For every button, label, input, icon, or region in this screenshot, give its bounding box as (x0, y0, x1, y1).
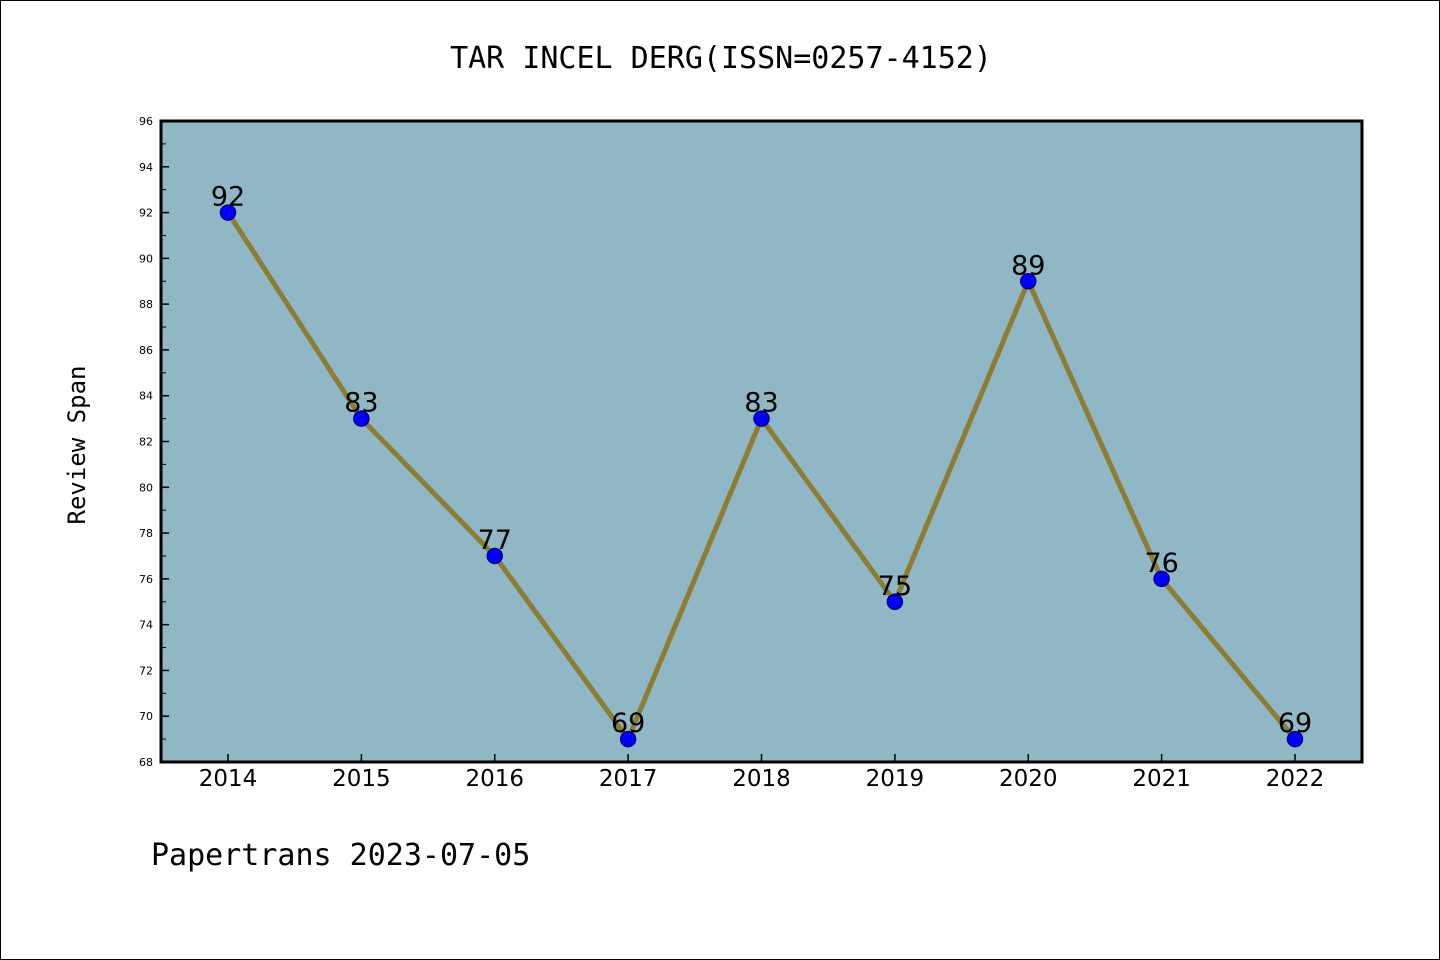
y-tick-label: 70 (139, 710, 153, 723)
data-point (1286, 730, 1304, 748)
data-label: 83 (744, 388, 778, 419)
data-labels: 92 83 77 69 83 75 89 76 69 (211, 182, 1312, 740)
x-tick-label: 2022 (1266, 766, 1325, 792)
data-point (619, 730, 637, 748)
x-axis-ticks: 2014 2015 2016 2017 2018 2019 2020 2021 2022 (199, 754, 1325, 792)
x-tick-label: 2018 (732, 766, 791, 792)
data-label: 83 (344, 388, 378, 419)
data-label: 75 (878, 571, 912, 602)
x-tick-label: 2014 (199, 766, 258, 792)
y-tick-label: 92 (139, 207, 153, 220)
y-tick-label: 88 (139, 298, 153, 311)
data-label: 89 (1011, 250, 1045, 281)
data-label: 76 (1144, 548, 1178, 579)
plot-border (159, 119, 1364, 764)
y-tick-label: 82 (139, 436, 153, 449)
chart-title: TAR INCEL DERG(ISSN=0257-4152) (450, 41, 992, 76)
y-tick-label: 94 (139, 161, 153, 174)
data-point (1020, 273, 1037, 290)
data-point (486, 547, 503, 565)
y-tick-label: 78 (139, 527, 153, 540)
y-tick-label: 84 (139, 390, 153, 403)
x-tick-label: 2021 (1132, 766, 1191, 792)
x-tick-label: 2019 (866, 766, 925, 792)
data-point (219, 204, 237, 221)
y-tick-label: 76 (139, 573, 153, 586)
y-tick-label: 86 (139, 344, 153, 357)
data-point (753, 410, 770, 427)
y-tick-label: 68 (139, 756, 153, 769)
data-point (1153, 570, 1170, 588)
footer-note: Papertrans 2023-07-05 (151, 838, 530, 873)
data-label: 77 (478, 525, 512, 556)
y-tick-label: 74 (139, 619, 153, 632)
x-tick-label: 2017 (599, 766, 658, 792)
data-markers (219, 204, 1304, 748)
data-point (886, 593, 904, 610)
data-label: 69 (1278, 708, 1312, 739)
y-tick-label: 90 (139, 252, 153, 265)
x-tick-label: 2016 (465, 766, 524, 792)
y-axis-ticks: 68 70 72 74 76 78 80 82 84 86 88 90 92 94 96 (139, 115, 169, 769)
x-tick-label: 2015 (332, 766, 391, 792)
x-tick-label: 2020 (999, 766, 1058, 792)
y-axis-label: Review Span (63, 366, 91, 525)
data-point (353, 410, 370, 427)
data-label: 69 (611, 708, 645, 739)
plot-area (161, 121, 1362, 762)
data-label: 92 (211, 182, 245, 213)
y-tick-label: 96 (139, 115, 153, 128)
y-tick-label: 80 (139, 481, 153, 494)
y-tick-label: 72 (139, 664, 153, 677)
